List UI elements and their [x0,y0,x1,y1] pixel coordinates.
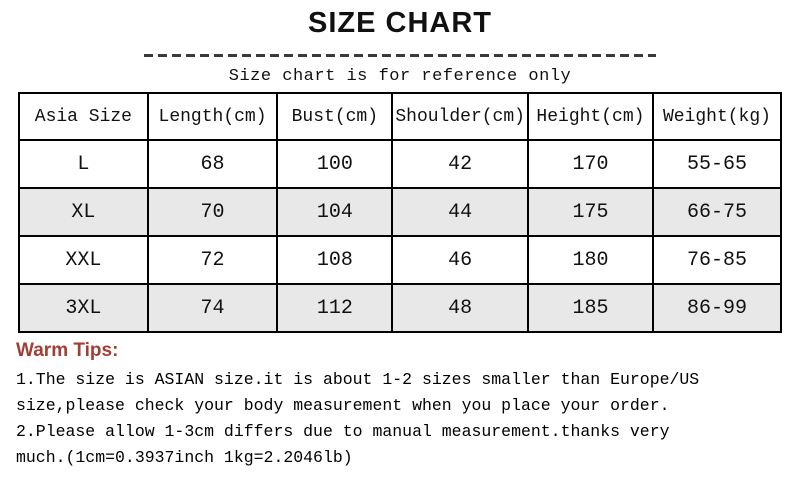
warm-tips-section: Warm Tips: 1.The size is ASIAN size.it i… [16,340,800,471]
table-header-cell-bust: Bust(cm) [276,92,394,141]
table-cell-size: XXL [18,235,149,285]
table-cell-length: 74 [146,283,279,333]
table-cell-shoulder: 44 [391,187,529,237]
size-chart-table: Asia Size Length(cm) Bust(cm) Shoulder(c… [18,92,783,333]
table-cell-height: 175 [526,187,654,237]
table-header-cell-length: Length(cm) [146,92,279,141]
table-cell-size: XL [18,187,149,237]
table-header-cell-asia-size: Asia Size [18,92,149,141]
table-header-cell-weight: Weight(kg) [651,92,783,141]
table-row-xxl: XXL 72 108 46 180 76-85 [18,235,783,285]
table-cell-bust: 104 [276,187,394,237]
table-header-row: Asia Size Length(cm) Bust(cm) Shoulder(c… [18,92,783,141]
table-header-cell-height: Height(cm) [526,92,654,141]
table-cell-weight: 86-99 [651,283,783,333]
table-row-xl: XL 70 104 44 175 66-75 [18,187,783,237]
table-header-cell-shoulder: Shoulder(cm) [391,92,529,141]
tip-line-1: 1.The size is ASIAN size.it is about 1-2… [16,370,700,389]
table-cell-bust: 112 [276,283,394,333]
table-cell-length: 72 [146,235,279,285]
tip-line-3: 2.Please allow 1-3cm differs due to manu… [16,422,670,441]
table-cell-weight: 76-85 [651,235,783,285]
table-cell-shoulder: 46 [391,235,529,285]
table-cell-size: L [18,139,149,189]
table-row-l: L 68 100 42 170 55-65 [18,139,783,189]
warm-tips-heading: Warm Tips: [16,340,119,361]
table-cell-height: 185 [526,283,654,333]
table-cell-height: 170 [526,139,654,189]
page-title: SIZE CHART [308,7,492,39]
table-cell-weight: 55-65 [651,139,783,189]
table-cell-shoulder: 48 [391,283,529,333]
tip-line-2: size,please check your body measurement … [16,396,670,415]
table-cell-bust: 108 [276,235,394,285]
table-cell-bust: 100 [276,139,394,189]
table-cell-length: 68 [146,139,279,189]
table-cell-weight: 66-75 [651,187,783,237]
table-row-3xl: 3XL 74 112 48 185 86-99 [18,283,783,333]
reference-note: Size chart is for reference only [228,67,572,86]
table-cell-size: 3XL [18,283,149,333]
table-cell-height: 180 [526,235,654,285]
dashed-divider [144,54,656,57]
table-cell-length: 70 [146,187,279,237]
tip-line-4: much.(1cm=0.3937inch 1kg=2.2046lb) [16,448,353,467]
table-cell-shoulder: 42 [391,139,529,189]
